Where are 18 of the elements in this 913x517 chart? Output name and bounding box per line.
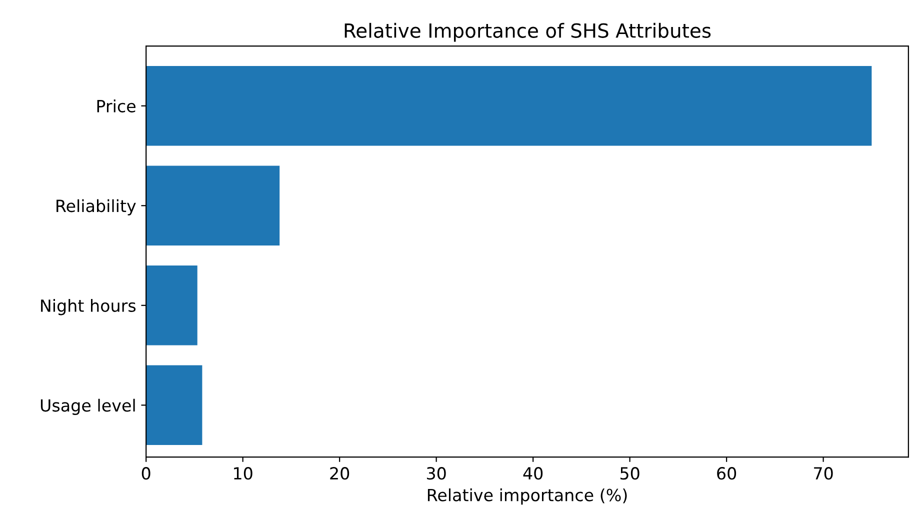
bar <box>146 166 280 246</box>
x-tick-label: 0 <box>142 467 150 480</box>
x-tick-label: 20 <box>330 467 350 480</box>
x-tick-label: 40 <box>523 467 543 480</box>
bar <box>146 365 202 446</box>
bar <box>146 265 198 346</box>
y-tick-label: Usage level <box>40 398 135 415</box>
y-tick-label: Price <box>97 100 136 112</box>
x-tick-label: 60 <box>717 467 736 480</box>
chart-title: Relative Importance of SHS Attributes <box>344 22 711 42</box>
y-tick-label: Night hours <box>41 299 136 316</box>
x-tick-label: 10 <box>234 467 252 480</box>
x-tick-label: 30 <box>426 467 446 480</box>
x-tick-label: 70 <box>814 467 833 480</box>
y-tick-label: Reliability <box>56 199 136 216</box>
x-tick-label: 50 <box>620 467 640 480</box>
bar <box>146 66 872 146</box>
x-axis-title: Relative importance (%) <box>428 488 627 505</box>
